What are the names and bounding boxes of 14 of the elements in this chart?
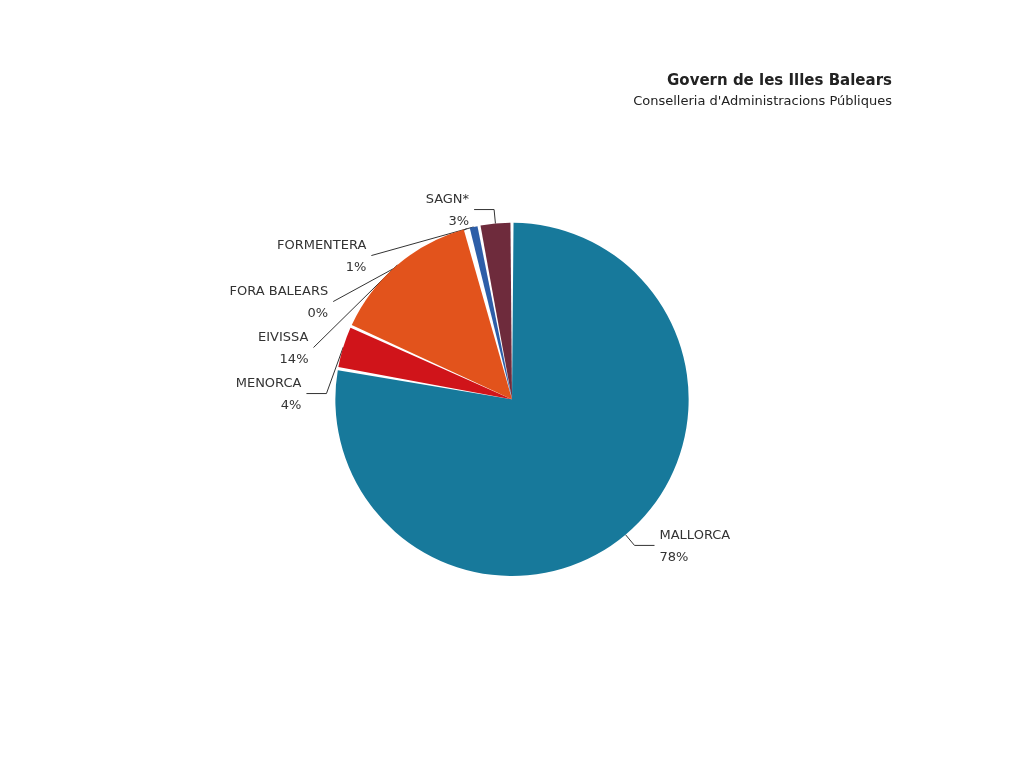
slice-label: EIVISSA — [258, 329, 309, 345]
slice-label: MENORCA — [235, 375, 302, 391]
text: Govern de les Illes Balears — [667, 70, 893, 89]
slice-label: FORMENTERA — [276, 237, 367, 253]
slice-label: SAGN* — [425, 191, 470, 207]
data-label: 14% — [279, 351, 309, 367]
slice-label: MALLORCA — [659, 526, 731, 542]
data-label: 3% — [448, 213, 470, 229]
data-label: 78% — [659, 548, 689, 564]
category-label: FORA BALEARS — [229, 283, 329, 299]
data-label: 4% — [280, 397, 302, 413]
text: 0% — [307, 305, 329, 321]
text: Conselleria d'Administracions Públiques — [633, 93, 893, 108]
data-label: 1% — [345, 259, 367, 275]
